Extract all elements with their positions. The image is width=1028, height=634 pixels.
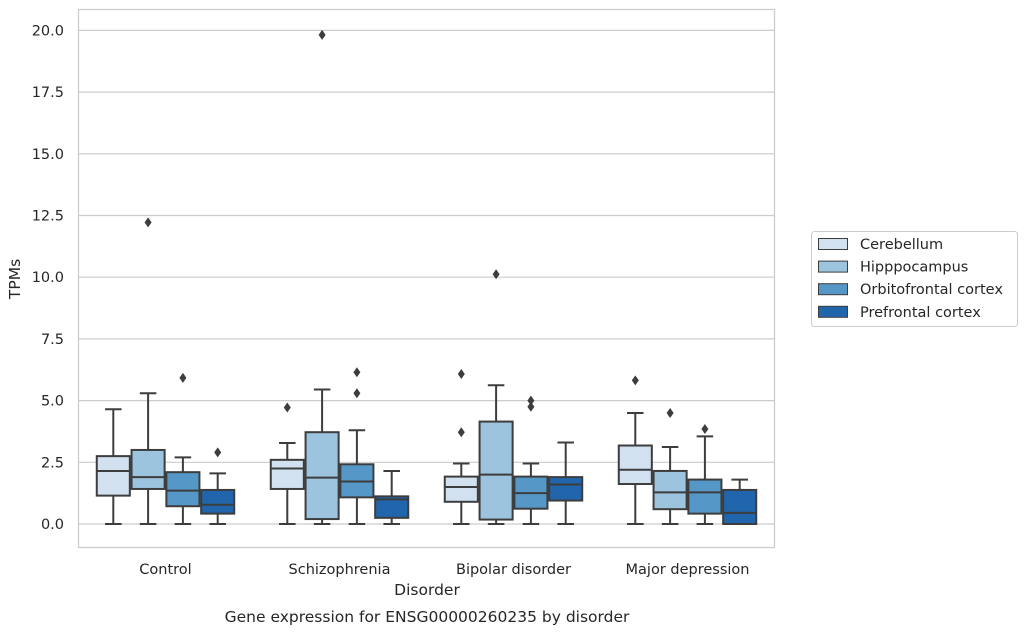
outlier-point xyxy=(527,395,535,406)
outlier-point xyxy=(283,402,291,413)
box-group xyxy=(339,367,375,525)
box xyxy=(617,444,653,486)
box-group xyxy=(652,407,688,525)
outlier-point xyxy=(179,372,187,383)
box-group xyxy=(165,372,201,525)
y-tick-label: 15.0 xyxy=(32,147,64,163)
outlier-point xyxy=(214,447,222,458)
x-tick-label: Control xyxy=(139,562,191,578)
box-group xyxy=(374,469,410,525)
legend-frame xyxy=(811,231,1018,327)
outlier-point xyxy=(353,367,361,378)
outlier-point xyxy=(457,427,465,438)
y-tick-label: 17.5 xyxy=(32,85,64,101)
outlier-point xyxy=(492,269,500,280)
legend-label: Prefrontal cortex xyxy=(860,305,981,321)
box-group xyxy=(548,441,584,525)
legend-label: Orbitofrontal cortex xyxy=(860,282,1003,298)
box-group xyxy=(130,217,166,525)
box xyxy=(374,495,410,519)
outlier-point xyxy=(318,29,326,40)
legend-label: Hipppocampus xyxy=(860,260,968,276)
box-group xyxy=(478,269,514,525)
chart-caption: Gene expression for ENSG00000260235 by d… xyxy=(225,608,630,626)
y-tick-label: 20.0 xyxy=(32,23,64,39)
legend-swatch xyxy=(818,283,848,296)
legend-label: Cerebellum xyxy=(860,237,943,253)
box-plots xyxy=(95,29,758,525)
box xyxy=(652,469,688,511)
outlier-point xyxy=(701,423,709,434)
legend-swatch xyxy=(818,305,848,318)
outlier-point xyxy=(144,217,152,228)
box xyxy=(304,431,340,521)
outlier-point xyxy=(666,407,674,418)
box xyxy=(95,455,131,497)
plot-frame xyxy=(77,8,776,549)
outlier-point xyxy=(457,368,465,379)
box xyxy=(548,476,584,502)
box-group xyxy=(687,423,723,525)
box xyxy=(269,458,305,490)
box-group xyxy=(95,408,131,525)
outlier-point xyxy=(631,375,639,386)
box xyxy=(165,471,201,508)
y-tick-label: 5.0 xyxy=(41,394,64,410)
x-tick-label: Major depression xyxy=(626,562,750,578)
box-group xyxy=(443,368,479,525)
y-axis-ticks: 0.0 2.5 5.0 7.5 10.0 12.5 15.0 17.5 20.0 xyxy=(32,23,64,533)
box-group xyxy=(513,395,549,525)
y-tick-label: 2.5 xyxy=(41,455,64,471)
outlier-point xyxy=(527,401,535,412)
y-tick-label: 10.0 xyxy=(32,270,64,286)
outlier-point xyxy=(353,388,361,399)
y-tick-label: 12.5 xyxy=(32,209,64,225)
box xyxy=(687,478,723,515)
legend: Cerebellum Hipppocampus Orbitofrontal cort… xyxy=(811,231,1018,327)
box-group xyxy=(269,402,305,525)
box-group xyxy=(200,447,236,525)
box xyxy=(200,488,236,515)
y-tick-label: 0.0 xyxy=(41,517,64,533)
legend-swatch xyxy=(818,238,848,250)
x-tick-label: Schizophrenia xyxy=(289,562,391,578)
box xyxy=(443,475,479,503)
y-tick-label: 7.5 xyxy=(41,332,64,348)
box-group xyxy=(304,29,340,525)
box xyxy=(722,488,758,525)
gridlines xyxy=(78,29,775,525)
x-axis-ticks: Control Schizophrenia Bipolar disorder Majo… xyxy=(139,562,749,578)
x-axis-label: Disorder xyxy=(394,581,460,599)
y-axis-label: TPMs xyxy=(6,259,24,300)
box xyxy=(130,448,166,490)
x-tick-label: Bipolar disorder xyxy=(456,562,571,578)
box xyxy=(478,420,514,521)
box-group xyxy=(617,375,653,525)
box-group xyxy=(722,478,758,525)
legend-swatch xyxy=(818,260,848,273)
